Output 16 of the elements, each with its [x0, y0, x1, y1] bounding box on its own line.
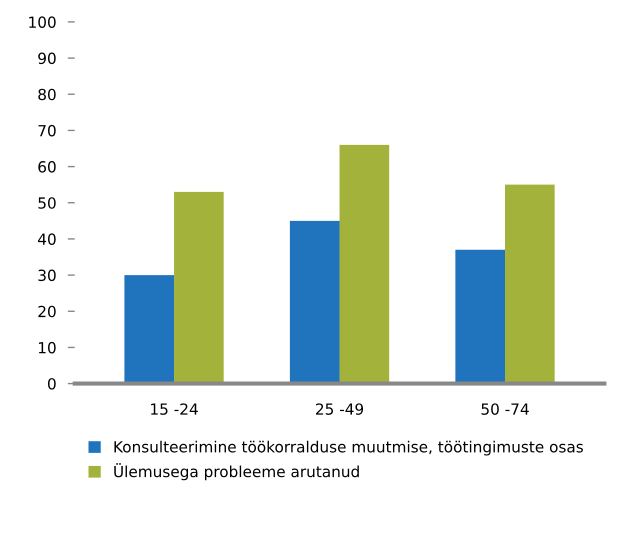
- legend-label: Ülemusega probleeme arutanud: [114, 463, 359, 480]
- y-tick-label: 100: [29, 16, 56, 28]
- x-tick-label: 15 -24: [151, 403, 198, 415]
- y-tick-label: 60: [38, 161, 56, 173]
- y-tick-label: 20: [38, 306, 56, 318]
- x-tick-label: 50 -74: [482, 403, 529, 415]
- y-tick-label: 10: [38, 342, 56, 354]
- y-tick-label: 50: [38, 197, 56, 209]
- y-tick-label: 0: [48, 378, 56, 390]
- legend-label: Konsulteerimine töökorralduse muutmise, töötingimuste osas: [114, 440, 583, 456]
- y-tick-label: 40: [38, 233, 56, 245]
- x-tick-label: 25 -49: [316, 403, 364, 415]
- y-tick-label: 30: [38, 270, 56, 282]
- y-tick-label: 80: [38, 88, 56, 100]
- y-tick-label: 90: [38, 52, 56, 64]
- y-tick-label: 70: [38, 124, 56, 136]
